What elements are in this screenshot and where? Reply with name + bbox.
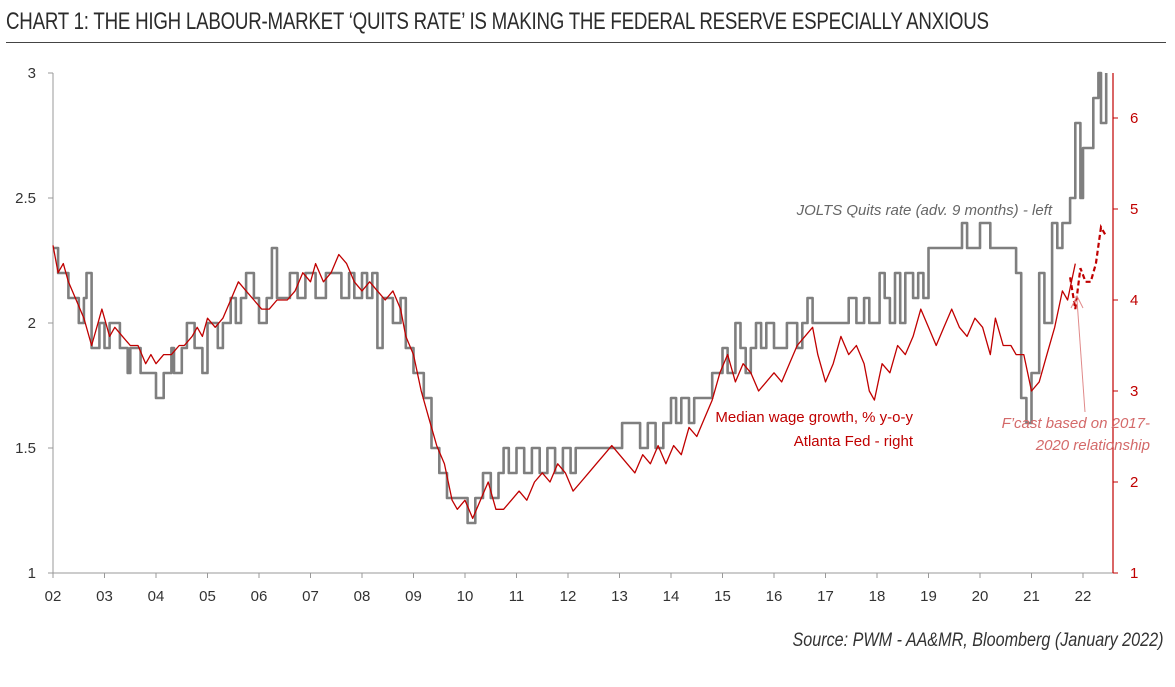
x-tick-label: 05 xyxy=(199,588,216,605)
x-tick-label: 13 xyxy=(611,588,628,605)
x-tick-label: 12 xyxy=(560,588,577,605)
x-tick-label: 03 xyxy=(96,588,113,605)
x-tick-label: 18 xyxy=(869,588,886,605)
y-right-tick-label: 5 xyxy=(1130,201,1138,218)
y-right-tick-label: 4 xyxy=(1130,292,1138,309)
x-tick-label: 17 xyxy=(817,588,834,605)
x-tick-label: 09 xyxy=(405,588,422,605)
y-right-tick-label: 6 xyxy=(1130,110,1138,127)
label-forecast-line1: F’cast based on 2017- xyxy=(1002,415,1150,432)
x-tick-label: 14 xyxy=(663,588,680,605)
forecast-arrow-line xyxy=(1076,299,1086,413)
x-tick-label: 15 xyxy=(714,588,731,605)
series-line-median-wage-growth xyxy=(52,245,1076,520)
chart-title: CHART 1: THE HIGH LABOUR-MARKET ‘QUITS R… xyxy=(6,8,989,35)
x-tick-label: 08 xyxy=(354,588,371,605)
y-right-tick-label: 3 xyxy=(1130,383,1138,400)
title-rule xyxy=(6,42,1166,43)
x-tick-label: 10 xyxy=(457,588,474,605)
y-left-tick-label: 2 xyxy=(28,315,36,332)
x-tick-label: 07 xyxy=(302,588,319,605)
x-tick-label: 11 xyxy=(509,588,525,605)
y-left-tick-label: 1 xyxy=(28,565,36,582)
series-line-forecast xyxy=(1069,223,1108,310)
y-left-tick-label: 1.5 xyxy=(15,440,36,457)
forecast-arrow-head xyxy=(1070,294,1084,309)
label-wage-growth-line1: Median wage growth, % y-o-y xyxy=(715,409,913,426)
x-tick-label: 22 xyxy=(1075,588,1092,605)
y-left-tick-label: 3 xyxy=(28,65,36,82)
label-quits-rate: JOLTS Quits rate (adv. 9 months) - left xyxy=(796,202,1053,219)
x-tick-label: 16 xyxy=(766,588,783,605)
label-forecast-line2: 2020 relationship xyxy=(1035,437,1150,454)
y-right-tick-label: 1 xyxy=(1130,565,1138,582)
series-line-quits-rate xyxy=(53,71,1108,525)
x-tick-label: 19 xyxy=(920,588,937,605)
y-right-tick-label: 2 xyxy=(1130,474,1138,491)
label-wage-growth-line2: Atlanta Fed - right xyxy=(794,433,914,450)
x-tick-label: 20 xyxy=(972,588,989,605)
x-tick-label: 04 xyxy=(148,588,165,605)
x-tick-label: 21 xyxy=(1023,588,1040,605)
source-note: Source: PWM - AA&MR, Bloomberg (January … xyxy=(792,630,1163,651)
x-tick-label: 02 xyxy=(45,588,62,605)
x-tick-label: 06 xyxy=(251,588,268,605)
y-left-tick-label: 2.5 xyxy=(15,190,36,207)
